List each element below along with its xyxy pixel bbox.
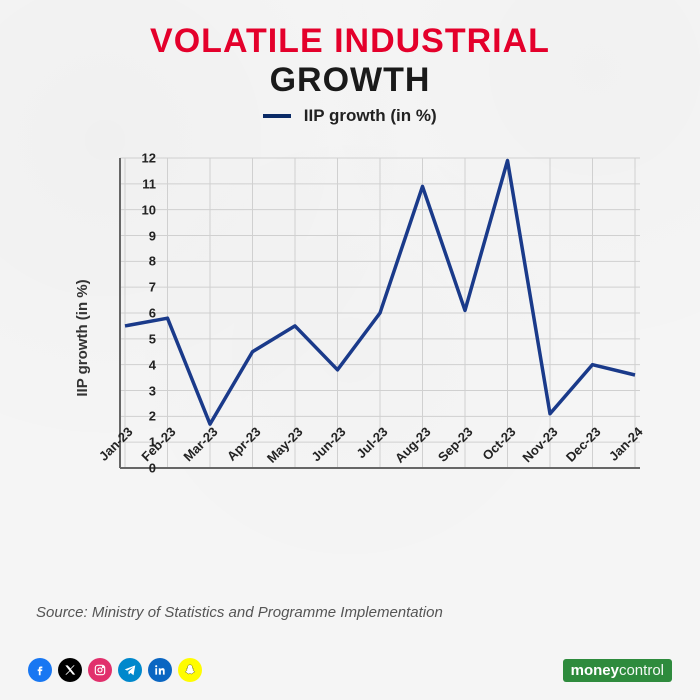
brand-part-1: money: [571, 662, 619, 679]
footer: moneycontrol: [0, 658, 700, 682]
y-tick-label: 9: [126, 228, 156, 243]
plot-area: 0123456789101112Jan-23Feb-23Mar-23Apr-23…: [120, 158, 640, 468]
y-tick-label: 8: [126, 254, 156, 269]
y-tick-label: 12: [126, 151, 156, 166]
y-tick-label: 2: [126, 409, 156, 424]
linkedin-icon[interactable]: [148, 658, 172, 682]
x-icon[interactable]: [58, 658, 82, 682]
y-tick-label: 5: [126, 331, 156, 346]
y-tick-label: 11: [126, 176, 156, 191]
chart-svg: [120, 158, 640, 468]
y-tick-label: 3: [126, 383, 156, 398]
y-axis-label: IIP growth (in %): [74, 279, 91, 396]
facebook-icon[interactable]: [28, 658, 52, 682]
telegram-icon[interactable]: [118, 658, 142, 682]
legend-label: IIP growth (in %): [304, 106, 437, 125]
y-tick-label: 6: [126, 306, 156, 321]
source-attribution: Source: Ministry of Statistics and Progr…: [36, 604, 443, 621]
legend: IIP growth (in %): [0, 106, 700, 126]
chart-title: VOLATILE INDUSTRIAL GROWTH: [0, 0, 700, 100]
y-tick-label: 4: [126, 357, 156, 372]
title-line-1: VOLATILE INDUSTRIAL: [0, 22, 700, 61]
snapchat-icon[interactable]: [178, 658, 202, 682]
y-tick-label: 7: [126, 280, 156, 295]
y-tick-label: 10: [126, 202, 156, 217]
brand-part-2: control: [619, 662, 664, 679]
title-line-2: GROWTH: [0, 61, 700, 100]
y-tick-label: 0: [126, 461, 156, 476]
instagram-icon[interactable]: [88, 658, 112, 682]
brand-logo[interactable]: moneycontrol: [563, 659, 672, 682]
legend-swatch: [263, 114, 291, 118]
line-chart: IIP growth (in %) 0123456789101112Jan-23…: [80, 158, 640, 518]
social-icons: [28, 658, 202, 682]
